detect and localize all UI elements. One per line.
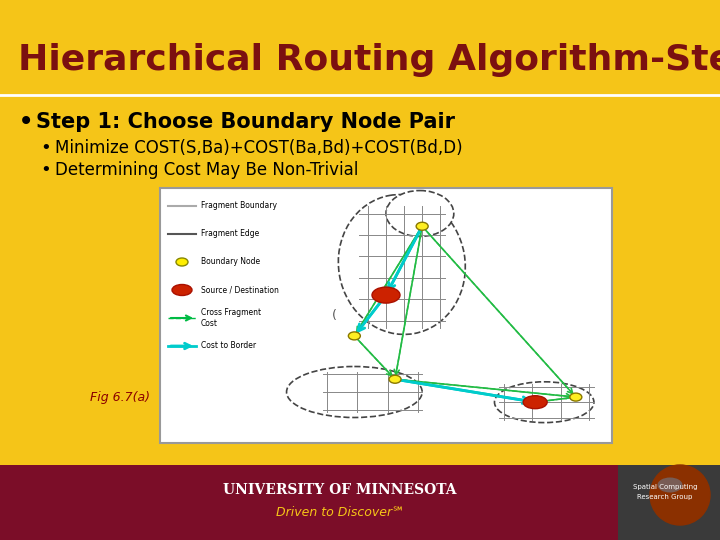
Text: Fig 6.7(a): Fig 6.7(a)	[90, 390, 150, 403]
Text: Driven to Discover℠: Driven to Discover℠	[276, 505, 405, 518]
Bar	[618, 465, 720, 540]
Ellipse shape	[348, 332, 361, 340]
Ellipse shape	[372, 287, 400, 303]
Ellipse shape	[176, 258, 188, 266]
Bar	[0, 95, 720, 465]
Text: Research Group: Research Group	[637, 494, 693, 500]
Text: Hierarchical Routing Algorithm-Step 1: Hierarchical Routing Algorithm-Step 1	[18, 43, 720, 77]
Ellipse shape	[416, 222, 428, 230]
Bar	[160, 188, 612, 443]
Text: •: •	[40, 161, 50, 179]
Text: Spatial Computing: Spatial Computing	[633, 484, 697, 490]
Ellipse shape	[338, 194, 465, 334]
Ellipse shape	[523, 396, 547, 409]
Text: Fragment Boundary: Fragment Boundary	[201, 201, 277, 211]
Text: •: •	[40, 139, 50, 157]
Text: Step 1: Choose Boundary Node Pair: Step 1: Choose Boundary Node Pair	[36, 112, 455, 132]
Text: Determining Cost May Be Non-Trivial: Determining Cost May Be Non-Trivial	[55, 161, 359, 179]
Text: Cost to Border: Cost to Border	[201, 341, 256, 350]
Bar	[0, 0, 720, 95]
Text: (: (	[332, 309, 337, 322]
Text: Fragment Edge: Fragment Edge	[201, 230, 259, 239]
Ellipse shape	[172, 285, 192, 295]
Ellipse shape	[386, 191, 454, 237]
Ellipse shape	[657, 477, 683, 492]
Bar	[0, 465, 720, 540]
Text: Minimize COST(S,Ba)+COST(Ba,Bd)+COST(Bd,D): Minimize COST(S,Ba)+COST(Ba,Bd)+COST(Bd,…	[55, 139, 463, 157]
Ellipse shape	[287, 367, 422, 417]
Text: •: •	[18, 108, 35, 136]
Ellipse shape	[389, 375, 401, 383]
Text: UNIVERSITY OF MINNESOTA: UNIVERSITY OF MINNESOTA	[223, 483, 456, 497]
Text: Source / Destination: Source / Destination	[201, 286, 279, 294]
Circle shape	[650, 465, 710, 525]
Text: Cross Fragment
Cost: Cross Fragment Cost	[201, 308, 261, 328]
Ellipse shape	[570, 393, 582, 401]
Ellipse shape	[495, 382, 594, 423]
Text: Boundary Node: Boundary Node	[201, 258, 260, 267]
